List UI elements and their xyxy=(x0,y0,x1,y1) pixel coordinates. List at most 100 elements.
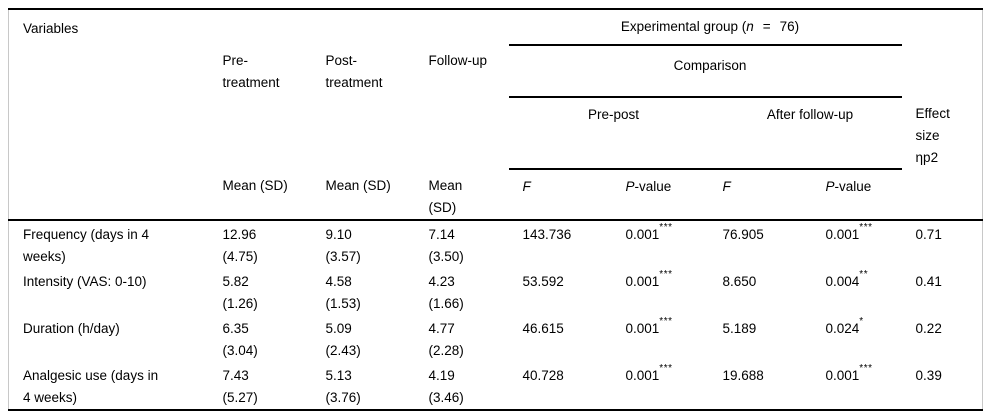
header-cell-p-followup: P-value xyxy=(812,169,902,220)
variable-line1: Duration (h/day) xyxy=(23,321,120,336)
mean-value: 5.09 xyxy=(325,321,352,336)
f-followup-cell: 19.688 xyxy=(709,362,812,410)
mean-value: 4.19 xyxy=(428,368,455,383)
header-cell-mean-sd-post: Mean (SD) xyxy=(312,169,415,220)
f-prepost-cell: 143.736 xyxy=(509,220,612,268)
significance-stars: ** xyxy=(859,269,869,280)
empty-cell xyxy=(415,9,509,45)
variable-line2: 4 weeks) xyxy=(23,390,78,405)
f-value: 5.189 xyxy=(722,321,757,336)
pre-treatment-line1: Pre- xyxy=(222,53,249,68)
pre-treatment-cell: 7.43 (5.27) xyxy=(209,362,312,410)
f-followup-cell: 76.905 xyxy=(709,220,812,268)
significance-stars: *** xyxy=(859,363,873,374)
follow-up-cell: 4.19 (3.46) xyxy=(415,362,509,410)
group-n-value: 76) xyxy=(779,19,800,34)
post-treatment-cell: 5.09 (2.43) xyxy=(312,315,415,362)
sd-value: (2.28) xyxy=(428,343,464,358)
empty-cell xyxy=(312,9,415,45)
variable-cell: Frequency (days in 4 weeks) xyxy=(9,220,209,268)
variables-label: Variables xyxy=(23,21,79,36)
significance-stars: *** xyxy=(659,316,673,327)
empty-cell xyxy=(209,9,312,45)
f-value: 19.688 xyxy=(722,368,764,383)
follow-up-cell: 4.77 (2.28) xyxy=(415,315,509,362)
significance-stars: *** xyxy=(659,222,673,233)
mean-sd-line1: Mean xyxy=(428,178,463,193)
sd-value: (1.26) xyxy=(222,296,258,311)
mean-value: 5.82 xyxy=(222,274,249,289)
n-symbol: n xyxy=(746,19,754,34)
effect-size-line2: size xyxy=(915,128,940,143)
post-treatment-cell: 5.13 (3.76) xyxy=(312,362,415,410)
mean-sd-line2: (SD) xyxy=(428,200,457,215)
sd-value: (1.66) xyxy=(428,296,464,311)
p-value: 0.001 xyxy=(825,227,860,242)
comparison-label: Comparison xyxy=(673,58,747,73)
pre-post-label: Pre-post xyxy=(587,107,640,122)
table-row-duration: Duration (h/day) 6.35 (3.04) 5.09 (2.43)… xyxy=(9,315,983,362)
variable-line1: Intensity (VAS: 0-10) xyxy=(23,274,147,289)
header-cell-comparison: Comparison xyxy=(508,45,902,98)
header-cell-experimental-group: Experimental group (n = 76) xyxy=(508,9,902,46)
f-value: 8.650 xyxy=(722,274,757,289)
p-followup-cell: 0.024* xyxy=(812,315,902,362)
pre-treatment-cell: 6.35 (3.04) xyxy=(209,315,312,362)
p-followup-cell: 0.004** xyxy=(812,268,902,315)
results-table-container: Variables Experimental group (n = 76) Pre-… xyxy=(8,8,984,411)
header-cell-follow-up: Follow-up xyxy=(415,45,509,169)
mean-value: 4.77 xyxy=(428,321,455,336)
post-treatment-line2: treatment xyxy=(325,75,383,90)
effect-size-line1: Effect xyxy=(915,106,950,121)
sd-value: (2.43) xyxy=(325,343,361,358)
results-table: Variables Experimental group (n = 76) Pre-… xyxy=(8,8,984,411)
mean-value: 5.13 xyxy=(325,368,352,383)
mean-value: 6.35 xyxy=(222,321,249,336)
post-treatment-cell: 9.10 (3.57) xyxy=(312,220,415,268)
significance-stars: *** xyxy=(859,222,873,233)
f-value: 46.615 xyxy=(522,321,564,336)
f-statistic-label: F xyxy=(722,179,731,194)
significance-stars: *** xyxy=(659,363,673,374)
p-prepost-cell: 0.001*** xyxy=(612,362,709,410)
p-value: 0.004 xyxy=(825,274,860,289)
p-value-label-rest: -value xyxy=(834,179,872,194)
mean-value: 9.10 xyxy=(325,227,352,242)
variable-line2: weeks) xyxy=(23,249,66,264)
table-row-intensity: Intensity (VAS: 0-10) 5.82 (1.26) 4.58 (… xyxy=(9,268,983,315)
p-value-label-rest: -value xyxy=(634,179,672,194)
empty-cell xyxy=(902,9,983,45)
mean-sd-label: Mean (SD) xyxy=(222,178,288,193)
sd-value: (3.46) xyxy=(428,390,464,405)
sd-value: (3.04) xyxy=(222,343,258,358)
post-treatment-line1: Post- xyxy=(325,53,358,68)
experimental-group-prefix: Experimental group ( xyxy=(620,19,747,34)
f-value: 76.905 xyxy=(722,227,764,242)
pre-treatment-cell: 12.96 (4.75) xyxy=(209,220,312,268)
table-row-analgesic-use: Analgesic use (days in 4 weeks) 7.43 (5.… xyxy=(9,362,983,410)
follow-up-label: Follow-up xyxy=(428,53,488,68)
header-cell-f-followup: F xyxy=(709,169,812,220)
f-prepost-cell: 46.615 xyxy=(509,315,612,362)
header-cell-post-treatment: Post- treatment xyxy=(312,45,415,169)
p-followup-cell: 0.001*** xyxy=(812,362,902,410)
sd-value: (3.50) xyxy=(428,249,464,264)
f-prepost-cell: 40.728 xyxy=(509,362,612,410)
variable-cell: Intensity (VAS: 0-10) xyxy=(9,268,209,315)
effect-size-cell: 0.41 xyxy=(902,268,983,315)
sd-value: (3.57) xyxy=(325,249,361,264)
p-prepost-cell: 0.001*** xyxy=(612,220,709,268)
effect-size-value: 0.22 xyxy=(915,321,942,336)
sd-value: (5.27) xyxy=(222,390,258,405)
f-statistic-label: F xyxy=(522,179,531,194)
equals-sign: = xyxy=(762,19,771,34)
p-value: 0.001 xyxy=(625,227,660,242)
effect-size-cell: 0.39 xyxy=(902,362,983,410)
f-value: 53.592 xyxy=(522,274,564,289)
variable-line1: Analgesic use (days in xyxy=(23,368,159,383)
mean-value: 7.43 xyxy=(222,368,249,383)
f-prepost-cell: 53.592 xyxy=(509,268,612,315)
variable-line1: Frequency (days in 4 xyxy=(23,227,150,242)
p-value-label-italic: P xyxy=(625,179,635,194)
variable-cell: Duration (h/day) xyxy=(9,315,209,362)
